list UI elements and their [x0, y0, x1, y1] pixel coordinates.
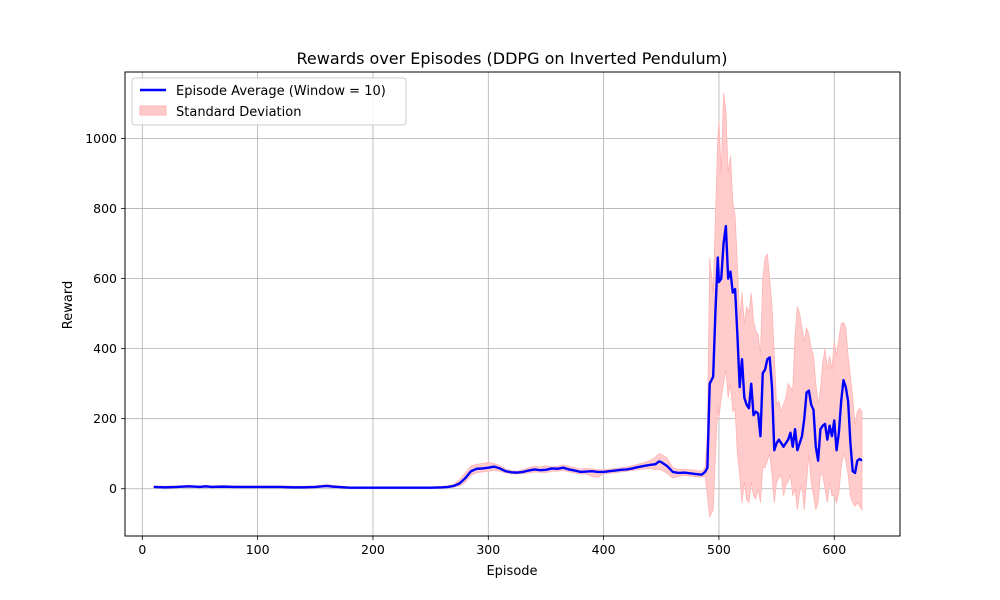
- y-tick-label: 800: [93, 201, 117, 216]
- x-ticks: 0 100 200 300 400 500 600: [138, 536, 846, 557]
- y-axis-label: Reward: [61, 281, 76, 329]
- chart-title: Rewards over Episodes (DDPG on Inverted …: [297, 49, 728, 68]
- x-tick-label: 300: [476, 542, 500, 557]
- x-axis-label: Episode: [486, 564, 537, 579]
- x-tick-label: 400: [592, 542, 616, 557]
- std-deviation-band: [153, 92, 863, 519]
- legend-label-mean: Episode Average (Window = 10): [176, 84, 386, 99]
- mean-line-layer: [153, 224, 863, 489]
- legend: Episode Average (Window = 10) Standard D…: [131, 77, 407, 126]
- x-tick-label: 600: [822, 542, 846, 557]
- y-tick-label: 0: [109, 481, 117, 496]
- legend-label-band: Standard Deviation: [176, 105, 301, 120]
- plot-frame: [124, 71, 901, 537]
- std-band-layer: [153, 92, 863, 519]
- x-tick-label: 100: [246, 542, 270, 557]
- legend-box: [131, 77, 407, 126]
- x-tick-label: 200: [361, 542, 385, 557]
- y-ticks: 0 200 400 600 800 1000: [85, 131, 125, 496]
- legend-swatch-band: [139, 105, 167, 116]
- episode-average-line: [153, 224, 863, 489]
- y-tick-label: 200: [93, 411, 117, 426]
- x-tick-label: 0: [138, 542, 146, 557]
- x-tick-label: 500: [707, 542, 731, 557]
- y-tick-label: 600: [93, 271, 117, 286]
- y-tick-label: 400: [93, 341, 117, 356]
- y-tick-label: 1000: [85, 131, 117, 146]
